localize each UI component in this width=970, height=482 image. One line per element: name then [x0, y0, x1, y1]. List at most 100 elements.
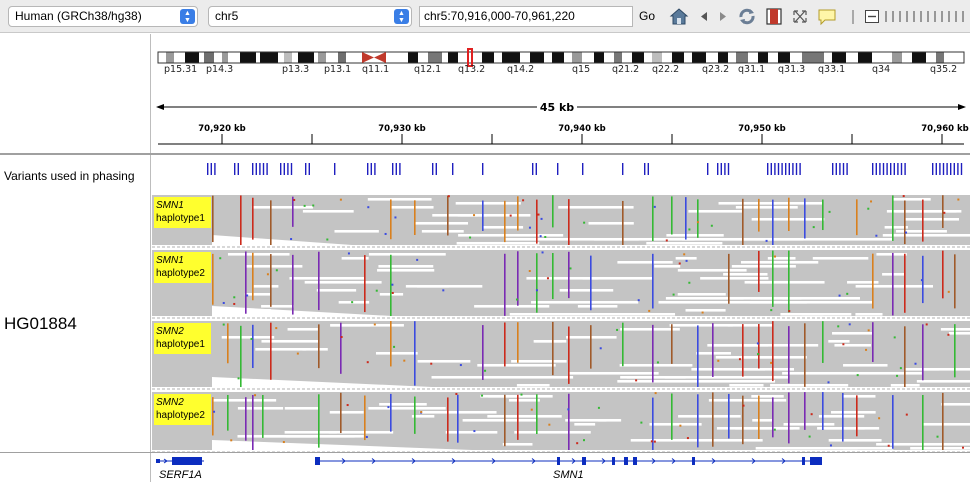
read-gap: [574, 423, 596, 426]
ruler-panel[interactable]: p15.31 p14.3 p13.3 p13.1 q11.1 q12.1 q13.2 q14.…: [152, 34, 970, 154]
read-gap: [831, 411, 876, 414]
read-gap: [368, 253, 446, 256]
mismatch-base: [213, 410, 216, 413]
read-gap: [782, 372, 922, 375]
read-gap: [477, 364, 556, 367]
read-gap: [253, 285, 279, 288]
read-gap: [893, 198, 931, 201]
locus-input[interactable]: chr5:70,916,000-70,961,220: [419, 6, 633, 27]
variants-track-label: Variants used in phasing: [4, 169, 135, 183]
strand-arrow: [751, 458, 756, 464]
chromosome-select[interactable]: chr5 ▲ ▼: [208, 6, 412, 27]
variant-mark: [482, 163, 484, 175]
mismatch-base: [230, 439, 233, 442]
refresh-icon[interactable]: [737, 7, 757, 26]
zoom-out-icon[interactable]: [864, 7, 880, 26]
haplotype-gene: SMN2: [156, 326, 184, 337]
mismatch-column: [758, 395, 760, 440]
mismatch-column: [804, 392, 806, 430]
read-gap: [729, 384, 764, 387]
mismatch-base: [469, 236, 472, 239]
mismatch-base: [943, 211, 946, 214]
gene-track[interactable]: SERF1A SMN1: [152, 453, 970, 482]
read-gap: [480, 395, 553, 398]
toolbar: Human (GRCh38/hg38) ▲ ▼ chr5 ▲ ▼ chr5:70,9…: [0, 0, 970, 33]
mismatch-column: [212, 253, 214, 305]
read-gap: [565, 419, 607, 422]
read-gap: [658, 301, 807, 304]
read-gap: [783, 423, 835, 426]
variant-mark: [957, 163, 959, 175]
mismatch-column: [872, 322, 874, 362]
variant-mark: [395, 163, 397, 175]
mismatch-base: [672, 293, 675, 296]
ideogram-band-label: p15.31: [164, 64, 197, 75]
resize-icon[interactable]: [790, 7, 810, 26]
mismatch-column: [568, 251, 570, 299]
region-of-interest-icon[interactable]: [764, 7, 784, 26]
popup-info-icon[interactable]: [817, 7, 837, 26]
variant-mark: [897, 163, 899, 175]
mismatch-base: [473, 214, 476, 217]
mismatch-column: [447, 397, 449, 442]
mismatch-base: [654, 392, 657, 395]
variant-mark: [839, 163, 841, 175]
mismatch-base: [266, 273, 269, 276]
coverage-edge: [212, 235, 352, 245]
variant-mark: [255, 163, 257, 175]
coverage-edge: [212, 377, 432, 387]
home-icon[interactable]: [669, 7, 689, 26]
read-gap: [482, 226, 524, 229]
read-gap: [750, 281, 825, 284]
mismatch-column: [822, 199, 824, 231]
chevron-updown-icon: ▲ ▼: [180, 9, 195, 24]
mismatch-column: [652, 253, 654, 309]
mismatch-column: [364, 255, 366, 313]
mismatch-column: [728, 393, 730, 439]
alignment-data-panel[interactable]: SMN1 haplotype1 SMN1 haplotype2 SMN2 hap…: [152, 155, 970, 453]
forward-arrow-icon[interactable]: [716, 7, 730, 26]
mismatch-column: [414, 321, 416, 386]
header-name-panel: [0, 34, 151, 154]
read-gap: [715, 356, 788, 359]
read-gap: [855, 313, 883, 316]
mismatch-base: [925, 323, 928, 326]
ideogram-band: [185, 52, 199, 63]
mismatch-column: [270, 200, 272, 245]
zoom-ruler-icon[interactable]: [884, 7, 970, 26]
read-gap: [341, 257, 369, 260]
mismatch-column: [504, 200, 506, 243]
ideogram-band: [832, 52, 846, 63]
mismatch-base: [599, 347, 602, 350]
span-label: 45 kb: [540, 101, 574, 114]
read-gap: [842, 395, 876, 398]
variant-mark: [879, 163, 881, 175]
mismatch-column: [447, 195, 449, 236]
toolbar-divider: [850, 7, 856, 26]
mismatch-base: [701, 311, 704, 314]
back-arrow-icon[interactable]: [697, 7, 711, 26]
read-gap: [455, 202, 521, 205]
genome-select[interactable]: Human (GRCh38/hg38) ▲ ▼: [8, 6, 198, 27]
mismatch-column: [772, 321, 774, 382]
go-button[interactable]: Go: [638, 9, 655, 23]
read-pileup: [152, 195, 970, 245]
mismatch-base: [340, 336, 343, 339]
variant-mark: [557, 163, 559, 175]
read-gap: [847, 281, 879, 284]
read-gap: [812, 257, 869, 260]
read-gap: [534, 340, 563, 343]
mismatch-base: [640, 421, 643, 424]
read-gap: [516, 384, 550, 387]
mismatch-column: [772, 199, 774, 245]
variant-mark: [399, 163, 401, 175]
span-arrow-left: [156, 104, 164, 110]
mismatch-column: [671, 324, 673, 364]
variant-mark: [788, 163, 790, 175]
mismatch-column: [270, 322, 272, 380]
centromere-left: [362, 52, 374, 63]
variant-mark: [842, 163, 845, 175]
mismatch-column: [942, 195, 944, 228]
variant-mark: [435, 163, 437, 175]
mismatch-base: [442, 289, 445, 292]
